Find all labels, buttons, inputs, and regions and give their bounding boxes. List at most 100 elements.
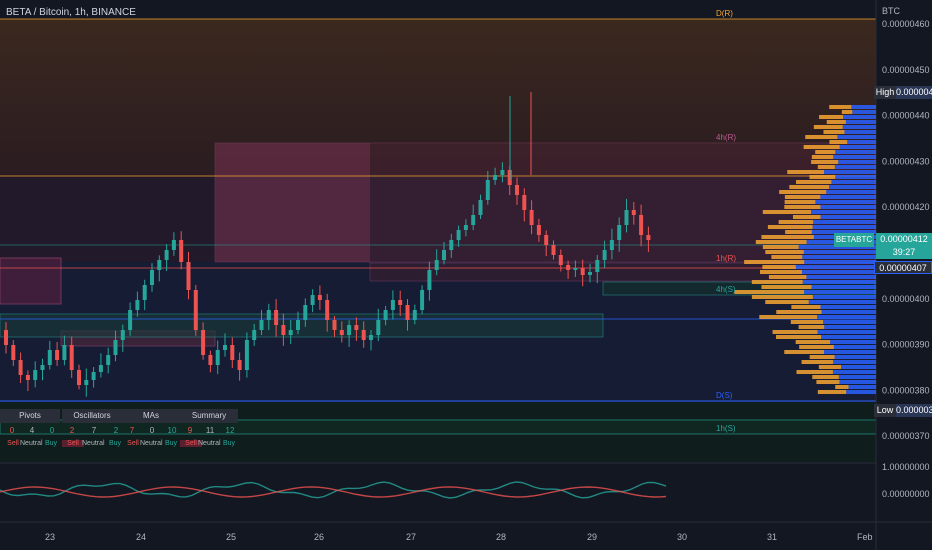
volume-profile-bar [734, 290, 805, 294]
candle-body [244, 340, 249, 370]
candle-body [646, 235, 651, 240]
date-tick-label: 24 [136, 532, 146, 542]
volume-profile-bar [826, 190, 876, 194]
chart-title[interactable]: BETA / Bitcoin, 1h, BINANCE [6, 7, 136, 18]
candle-body [193, 290, 198, 330]
volume-profile-bar [820, 195, 876, 199]
volume-profile-bar [829, 105, 852, 109]
volume-profile-bar [755, 240, 807, 244]
volume-profile-bar [838, 375, 876, 379]
buy-count: 2 [113, 426, 119, 435]
box-4h-r-inner [215, 143, 370, 262]
candle-body [390, 300, 395, 310]
candle-body [208, 355, 213, 365]
volume-profile-bar [784, 205, 821, 209]
candle-body [237, 360, 242, 370]
candle-body [544, 235, 549, 245]
volume-profile-bar [776, 310, 822, 314]
candle-body [223, 345, 227, 350]
buy-label: Buy [222, 440, 236, 447]
candle-body [135, 300, 140, 310]
candle-body [186, 262, 191, 290]
volume-profile-bar [811, 155, 834, 159]
candlesticks [4, 92, 651, 397]
volume-profile-bar [831, 180, 876, 184]
candle-body [157, 260, 162, 270]
price-axis[interactable]: BTC 0.00000460 0.00000450 0.00000440 0.00000… [882, 6, 930, 499]
volume-profile-bar [792, 215, 821, 219]
candle-body [580, 268, 585, 275]
neutral-count: 11 [205, 426, 215, 435]
volume-profile-bar [833, 360, 876, 364]
volume-profile-bar [787, 170, 825, 174]
volume-profile-bar [772, 330, 818, 334]
volume-profile-bar [815, 150, 836, 154]
candle-body [332, 320, 337, 330]
label-4h-s: 4h(S) [716, 285, 736, 294]
volume-profile-bar [789, 185, 829, 189]
volume-profile-bar [744, 260, 805, 264]
candle-body [325, 300, 330, 320]
candle-body [478, 200, 483, 215]
candle-body [310, 295, 315, 305]
candle-body [18, 360, 23, 375]
resistance-zone-daily [0, 19, 876, 176]
volume-profile-bar [779, 190, 827, 194]
volume-profile-bar [751, 295, 813, 299]
candle-body [347, 325, 352, 335]
volume-profile-bar [817, 390, 847, 394]
volume-profile-bar [796, 370, 833, 374]
volume-profile-bar [845, 120, 876, 124]
volume-profile-bar [833, 155, 876, 159]
volume-profile-bar [824, 170, 876, 174]
sell-label: Sell [180, 440, 202, 447]
ratings-oscillators: Oscillators 2 7 2 Sell Neutral Buy [62, 409, 122, 452]
neutral-count: 7 [91, 426, 97, 435]
low-value: 0.00000376 [896, 404, 932, 417]
volume-profile-bar [784, 350, 825, 354]
volume-profile-bar [812, 225, 876, 229]
volume-profile-bar [795, 265, 876, 269]
date-tick-label: 26 [314, 532, 324, 542]
candle-body [77, 370, 81, 385]
candle-body [4, 330, 8, 345]
candle-body [128, 310, 133, 330]
volume-profile-bar [838, 160, 876, 164]
volume-profile-bar [762, 265, 796, 269]
volume-profile-bar [851, 105, 876, 109]
volume-profile-bar [802, 280, 876, 284]
box-left-pink [0, 257, 62, 305]
volume-profile-bar [765, 250, 804, 254]
high-value: 0.00000445 [896, 86, 932, 99]
volume-profile-bar [812, 375, 839, 379]
sell-label: Sell [62, 440, 84, 447]
date-tick-label: 30 [677, 532, 687, 542]
sell-count: 7 [129, 426, 135, 435]
date-tick-label: Feb [857, 532, 873, 542]
time-axis[interactable]: 23 24 25 26 27 28 29 30 31 Feb [45, 532, 873, 542]
sell-label: Sell [7, 440, 19, 447]
sell-count: 2 [69, 426, 75, 435]
last-price-tag: 0.00000412 39:27 [876, 233, 932, 259]
volume-profile-bar [813, 220, 876, 224]
volume-profile-bar [846, 390, 876, 394]
volume-profile-bar [802, 255, 876, 259]
volume-profile-bar [768, 275, 807, 279]
last-price-value: 0.00000412 [880, 234, 928, 244]
candle-body [296, 320, 300, 330]
volume-profile-bar [824, 350, 876, 354]
ratings-pivots: Pivots 0 4 0 Sell Neutral Buy [0, 409, 60, 452]
candle-body [55, 350, 60, 360]
candle-body [617, 225, 622, 240]
candle-body [566, 265, 571, 270]
ratings-summary: Summary 9 11 12 Sell Neutral Buy [180, 409, 238, 452]
symbol-tag: BETABTC [834, 233, 874, 247]
candle-body [398, 300, 403, 305]
candle-body [558, 255, 563, 265]
volume-profile-bar [841, 110, 853, 114]
candle-body [201, 330, 206, 355]
volume-profile-bar [817, 165, 835, 169]
oscillator-line-green [0, 481, 667, 499]
candle-body [84, 380, 89, 385]
